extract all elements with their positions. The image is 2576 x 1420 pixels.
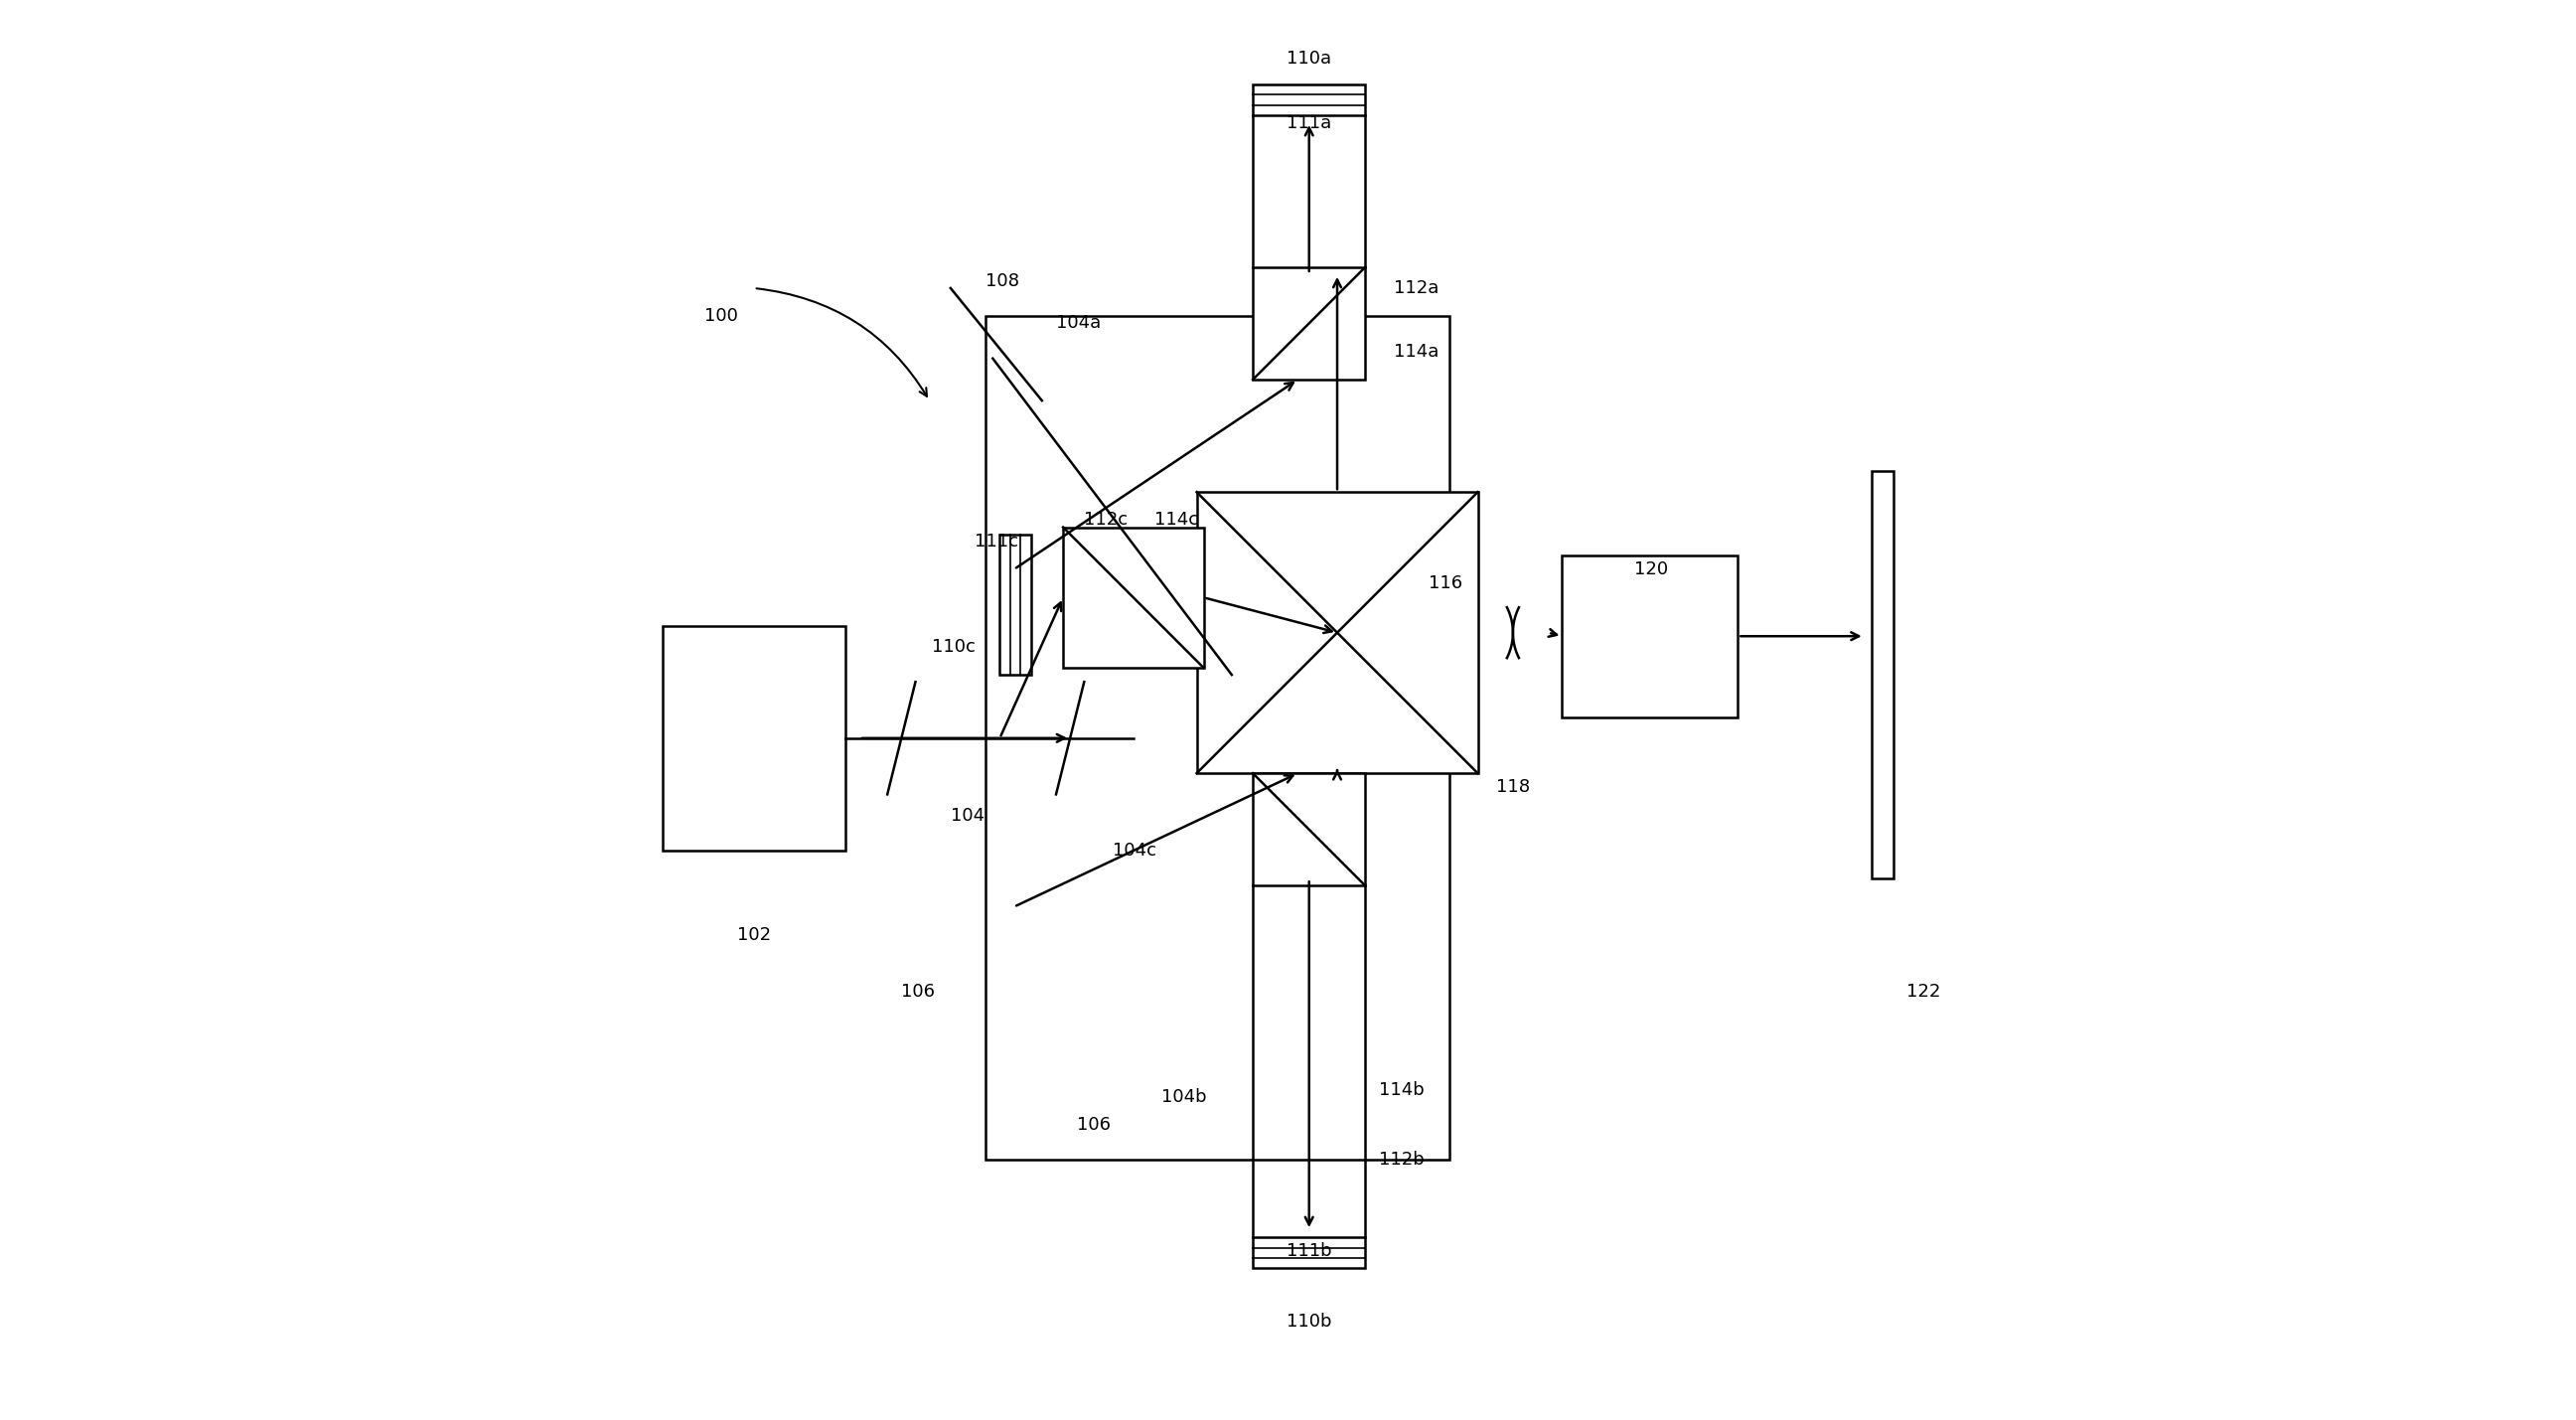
Text: 104a: 104a (1056, 314, 1100, 332)
Bar (1870, 471, 1893, 879)
Text: 106: 106 (1077, 1116, 1110, 1133)
Text: 111c: 111c (974, 532, 1018, 550)
Text: 102: 102 (737, 926, 770, 944)
Text: 114a: 114a (1394, 342, 1437, 361)
Bar (1252, 774, 1365, 886)
Text: 122: 122 (1906, 983, 1940, 1000)
Text: 110b: 110b (1285, 1312, 1332, 1331)
Text: 114c: 114c (1154, 511, 1198, 530)
Bar (1252, 84, 1365, 115)
Text: 111b: 111b (1285, 1242, 1332, 1261)
Text: 120: 120 (1633, 561, 1667, 578)
Text: 110c: 110c (933, 638, 976, 656)
Text: 114b: 114b (1378, 1081, 1425, 1099)
Bar (999, 534, 1030, 674)
Text: 110a: 110a (1285, 50, 1332, 68)
Text: 111a: 111a (1285, 115, 1332, 132)
Text: 104: 104 (951, 807, 984, 825)
Text: 108: 108 (987, 273, 1020, 290)
Text: 112a: 112a (1394, 280, 1437, 297)
Text: 112b: 112b (1378, 1152, 1425, 1169)
Text: 116: 116 (1430, 575, 1463, 592)
Text: 118: 118 (1497, 778, 1530, 797)
Text: 104c: 104c (1113, 842, 1157, 859)
Bar (987, 317, 1450, 1160)
Text: 112c: 112c (1084, 511, 1128, 530)
Text: 100: 100 (706, 307, 739, 325)
Bar (1561, 555, 1739, 717)
Text: 106: 106 (902, 983, 935, 1000)
Text: 104b: 104b (1162, 1088, 1206, 1106)
Bar (1064, 527, 1203, 667)
Bar (1252, 1237, 1365, 1268)
Bar (1252, 267, 1365, 379)
Bar (662, 626, 845, 851)
Bar (1198, 493, 1479, 774)
